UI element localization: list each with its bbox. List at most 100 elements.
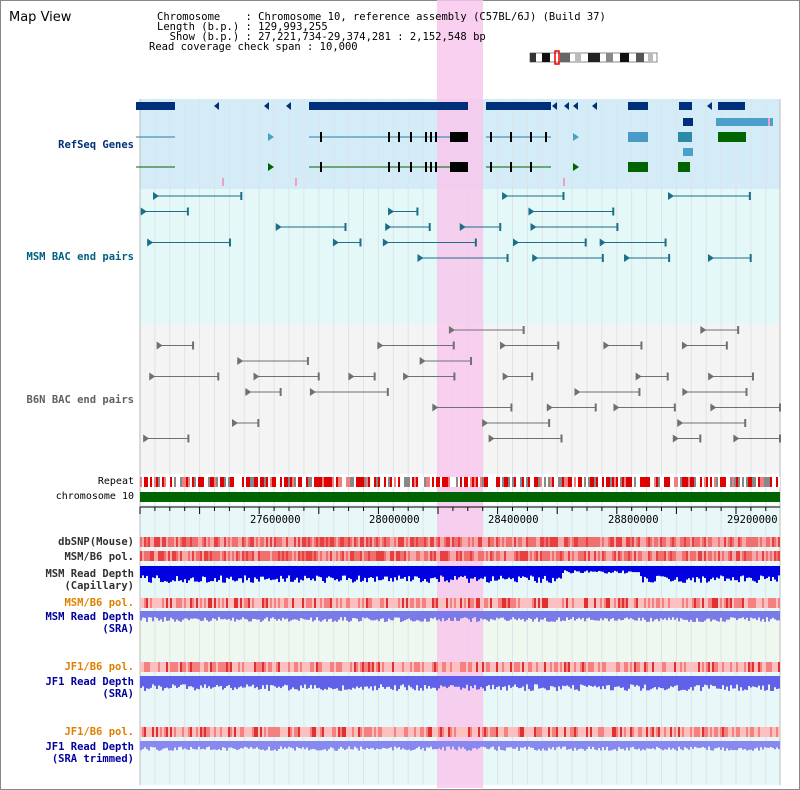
b6n-bac-pair-end [348, 372, 355, 381]
jf1-sra-depth [326, 676, 328, 690]
jf1-trimmed-depth [344, 741, 346, 750]
msm-b6-pol-heat [726, 551, 728, 561]
repeat-segment [292, 477, 294, 487]
msm-b6-pol-label[interactable]: MSM/B6 pol. [64, 551, 134, 563]
jf1-trimmed-depth [266, 741, 268, 750]
msm-b6-pol-sra-heat [548, 598, 550, 608]
dbsnp-label[interactable]: dbSNP(Mouse) [58, 536, 134, 548]
msm-b6-pol-heat [468, 551, 470, 561]
dbsnp-heat [598, 537, 600, 547]
repeat-segment [294, 477, 296, 487]
msm-capillary-depth [706, 566, 708, 583]
msm-b6-pol-sra-heat [540, 598, 542, 608]
msm-read-depth-sra-label[interactable]: MSM Read Depth (SRA) [45, 611, 134, 635]
msm-b6-pol-heat [598, 551, 600, 561]
jf1-b6-pol-heat [178, 662, 180, 672]
jf1-b6-pol-trim-heat [440, 727, 442, 737]
msm-capillary-depth [172, 566, 174, 581]
msm-b6-pol-heat [306, 551, 308, 561]
msm-b6-pol-heat [708, 551, 710, 561]
refseq-genes-label[interactable]: RefSeq Genes [58, 139, 134, 151]
msm-capillary-depth [378, 566, 380, 581]
jf1-b6-pol-heat [512, 662, 514, 672]
msm-bac-label[interactable]: MSM BAC end pairs [26, 251, 134, 263]
b6n-bac-label[interactable]: B6N BAC end pairs [26, 394, 134, 406]
msm-b6-pol-heat [352, 551, 354, 561]
jf1-b6-pol-heat [444, 662, 446, 672]
jf1-b6-pol-trim-heat [646, 727, 648, 737]
jf1-sra-depth [516, 676, 518, 688]
repeat-segment [142, 477, 144, 487]
jf1-trimmed-depth [418, 741, 420, 747]
msm-capillary-depth [358, 566, 360, 576]
jf1-b6-pol-trim-heat [610, 727, 612, 737]
msm-b6-pol-heat [480, 551, 482, 561]
msm-capillary-depth [504, 566, 506, 580]
msm-capillary-depth [384, 566, 386, 577]
b6n-bac-pair-end [710, 403, 717, 412]
repeat-segment [288, 477, 290, 487]
jf1-sra-depth [576, 676, 578, 690]
jf1-read-depth-trimmed-label[interactable]: JF1 Read Depth (SRA trimmed) [45, 741, 134, 765]
msm-read-depth-capillary-label[interactable]: MSM Read Depth (Capillary) [45, 568, 134, 592]
jf1-b6-pol-trim-heat [222, 727, 224, 737]
dbsnp-heat [698, 537, 700, 547]
jf1-b6-pol-trim-heat [340, 727, 342, 737]
exon [410, 132, 412, 142]
msm-b6-pol-heat [682, 551, 684, 561]
repeat-segment [636, 477, 638, 487]
repeat-segment [360, 477, 362, 487]
msm-sra-depth [702, 611, 704, 622]
dbsnp-heat [290, 537, 292, 547]
jf1-b6-pol-heat [660, 662, 662, 672]
jf1-sra-depth [146, 676, 148, 689]
msm-b6-pol-heat [586, 551, 588, 561]
jf1-trimmed-depth [590, 741, 592, 750]
dbsnp-heat [352, 537, 354, 547]
msm-b6-pol-sra-label[interactable]: MSM/B6 pol. [64, 597, 134, 609]
dbsnp-heat [356, 537, 358, 547]
msm-sra-depth [158, 611, 160, 621]
msm-capillary-depth [742, 566, 744, 576]
repeat-segment [380, 477, 382, 487]
jf1-b6-pol-trim-heat [278, 727, 280, 737]
jf1-sra-depth [412, 676, 414, 689]
dbsnp-heat [382, 537, 384, 547]
msm-b6-pol-heat [604, 551, 606, 561]
msm-capillary-depth [444, 566, 446, 582]
gene-arrow [552, 102, 557, 110]
repeat-segment [586, 477, 588, 487]
jf1-b6-pol-heat [598, 662, 600, 672]
exon [388, 162, 390, 172]
jf1-b6-pol-trimmed-label[interactable]: JF1/B6 pol. [64, 726, 134, 738]
exon [628, 162, 648, 172]
jf1-b6-pol-heat [338, 662, 340, 672]
jf1-b6-pol-trim-heat [254, 727, 256, 737]
msm-b6-pol-sra-heat [698, 598, 700, 608]
jf1-b6-pol-heat [698, 662, 700, 672]
msm-b6-pol-sra-heat [732, 598, 734, 608]
msm-b6-pol-sra-heat [636, 598, 638, 608]
msm-b6-pol-heat [762, 551, 764, 561]
jf1-sra-depth [478, 676, 480, 690]
msm-b6-pol-sra-heat [346, 598, 348, 608]
repeat-segment [366, 477, 368, 487]
repeat-segment [178, 477, 180, 487]
jf1-sra-depth [440, 676, 442, 686]
jf1-sra-depth [442, 676, 444, 687]
repeat-segment [520, 477, 522, 487]
msm-capillary-depth [148, 566, 150, 583]
jf1-b6-pol-trim-heat [418, 727, 420, 737]
dbsnp-heat [558, 537, 560, 547]
jf1-b6-pol-heat [194, 662, 196, 672]
jf1-b6-pol-heat [176, 662, 178, 672]
jf1-b6-pol-heat [426, 662, 428, 672]
jf1-sra-depth [542, 676, 544, 688]
msm-sra-depth [142, 611, 144, 618]
msm-capillary-depth [314, 566, 316, 581]
jf1-b6-pol-heat [418, 662, 420, 672]
jf1-read-depth-sra-label[interactable]: JF1 Read Depth (SRA) [45, 676, 134, 700]
jf1-b6-pol-label[interactable]: JF1/B6 pol. [64, 661, 134, 673]
msm-b6-pol-heat [470, 551, 472, 561]
